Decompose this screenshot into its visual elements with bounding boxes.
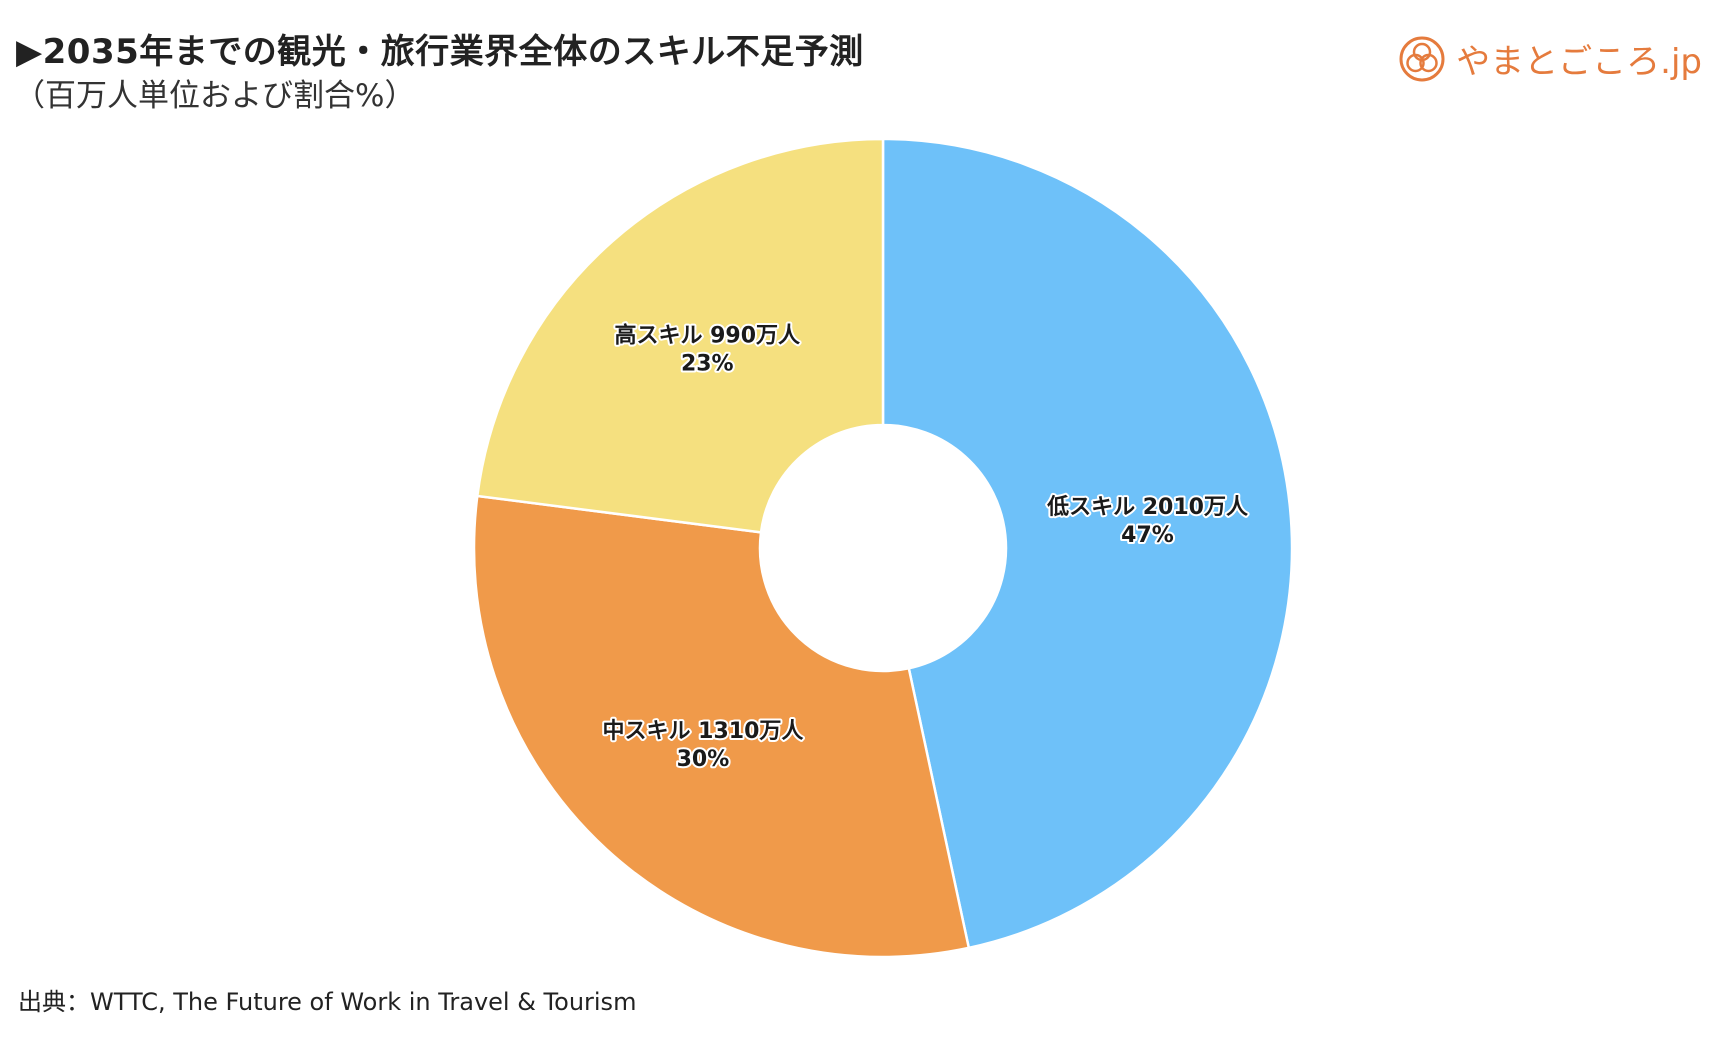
brand-logo[interactable]: やまとごころ.jp <box>1398 34 1702 83</box>
donut-slice-2 <box>472 494 971 959</box>
donut-slice-1 <box>881 137 1294 950</box>
slice-percent-2: 30% <box>677 747 730 772</box>
chart-title: ▶2035年までの観光・旅行業界全体のスキル不足予測 <box>16 32 864 72</box>
yamatogokoro-logo-icon <box>1399 36 1445 81</box>
chart-subtitle: （百万人単位および割合%） <box>14 78 416 114</box>
brand-name: やまとごころ.jp <box>1456 42 1702 82</box>
donut-slice-3 <box>475 137 885 534</box>
slice-label-2: 中スキル 1310万人 <box>603 719 804 744</box>
source-note: 出典：WTTC, The Future of Work in Travel & … <box>18 988 637 1016</box>
slice-label-3: 高スキル 990万人 <box>614 322 800 348</box>
slice-percent-1: 47% <box>1121 523 1174 548</box>
slice-percent-3: 23% <box>681 351 734 376</box>
slice-label-1: 低スキル 2010万人 <box>1046 495 1248 520</box>
